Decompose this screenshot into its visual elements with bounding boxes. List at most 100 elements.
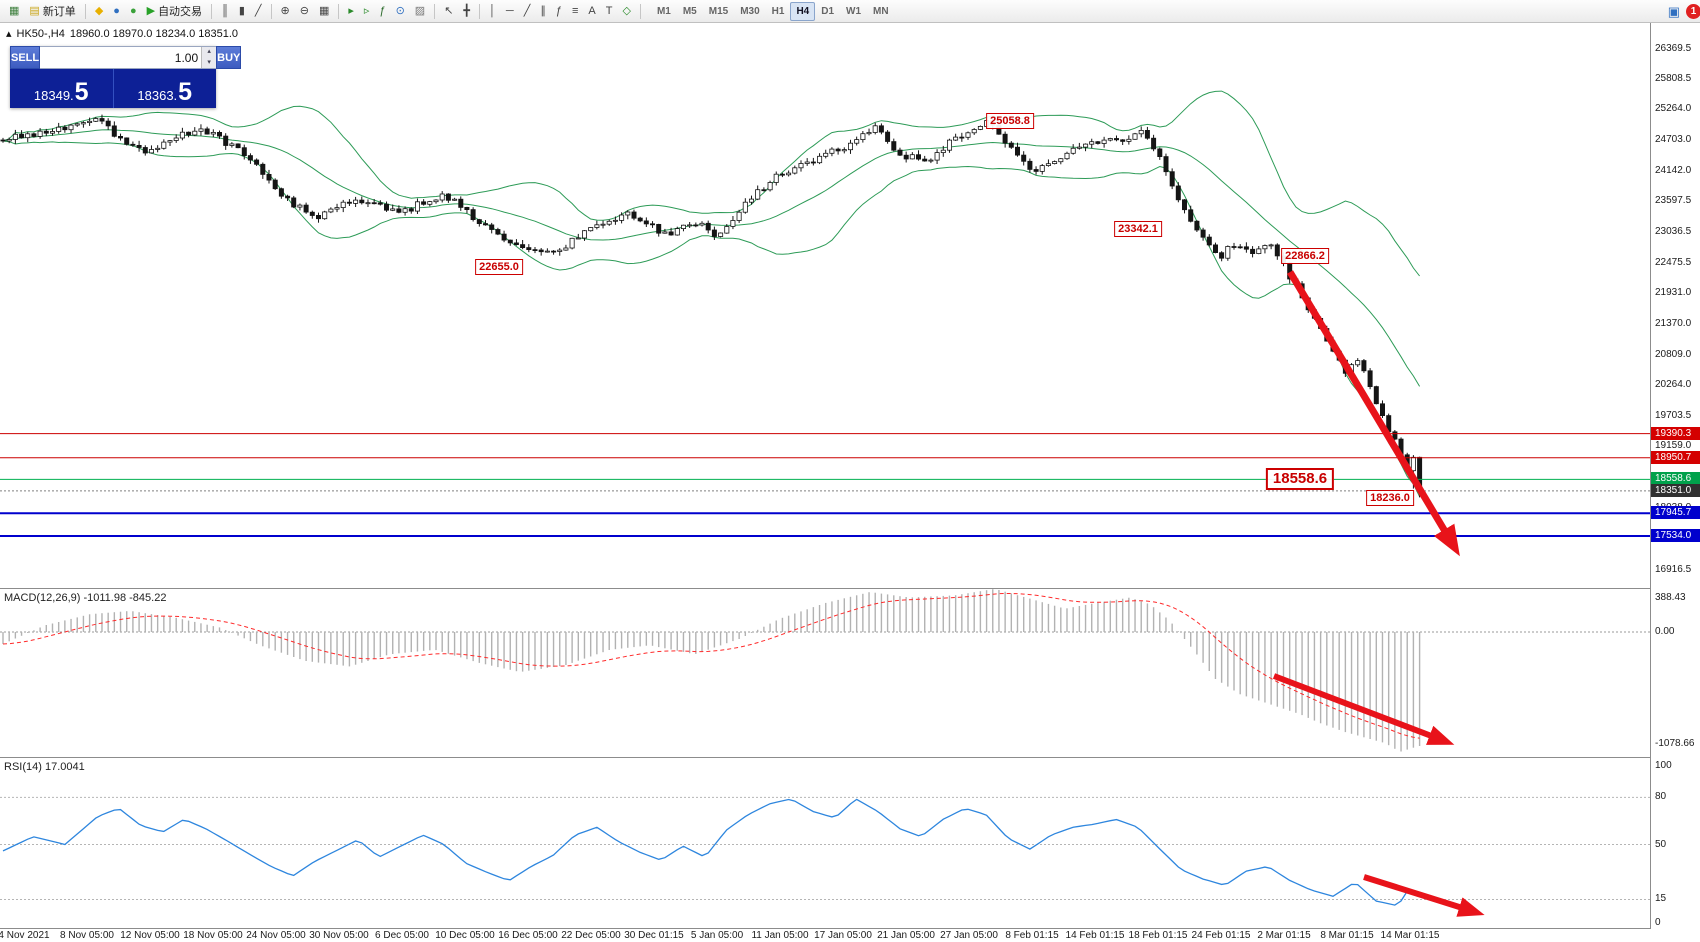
rsi-panel-canvas[interactable]: [0, 758, 1650, 929]
sell-price-button[interactable]: 18349. 5: [10, 69, 113, 108]
auto-trading-icon: ▶: [146, 4, 156, 17]
buy-price-pips: 5: [178, 78, 193, 106]
timeframe-m30[interactable]: M30: [740, 5, 760, 17]
timeframe-h1[interactable]: H1: [771, 5, 785, 17]
timeframe-mn[interactable]: MN: [873, 5, 889, 17]
zoom-in-button[interactable]: ⊕: [276, 1, 295, 21]
one-click-trading-panel: SELL ▴ ▾ BUY 18349.5 18363.5: [10, 46, 242, 108]
toolbar-separator: [84, 3, 86, 19]
time-axis-label: 22 Dec 05:00: [561, 930, 621, 941]
macd-axis-label: 0.00: [1655, 626, 1675, 637]
lot-decrease-button[interactable]: ▾: [202, 57, 217, 68]
text-label-icon: T: [605, 4, 613, 17]
new-chart-button[interactable]: ▦: [4, 1, 24, 21]
chart-shift-button[interactable]: ▹: [359, 1, 375, 21]
refresh-icon: ●: [129, 4, 137, 17]
auto-trading-button[interactable]: ▶ 自动交易: [142, 1, 207, 21]
auto-trading-button-label: 自动交易: [158, 6, 203, 18]
sell-price-pips: 5: [74, 78, 89, 106]
sell-button[interactable]: SELL: [10, 46, 41, 69]
time-axis-label: 11 Jan 05:00: [751, 930, 809, 941]
price-tag: 18351.0: [1651, 483, 1700, 497]
timeframe-h4[interactable]: H4: [790, 1, 816, 21]
timeframe-m15[interactable]: M15: [708, 5, 729, 17]
lot-size-field: ▴ ▾: [40, 46, 217, 69]
chart-symbol-title: ▴ HK50-,H4 18960.0 18970.0 18234.0 18351…: [6, 27, 238, 41]
vertical-line-button[interactable]: │: [484, 1, 501, 21]
price-axis-label: 22475.5: [1655, 257, 1692, 269]
time-axis-label: 6 Dec 05:00: [375, 930, 429, 941]
grid-button[interactable]: ≡: [567, 1, 583, 21]
time-axis-label: 4 Nov 2021: [0, 930, 50, 941]
fibonacci-icon: ƒ: [555, 4, 562, 17]
macd-panel-canvas[interactable]: [0, 589, 1650, 758]
timeframe-d1[interactable]: D1: [821, 5, 835, 17]
symbol-period: HK50-,H4: [16, 27, 65, 40]
new-order-button[interactable]: ▤ 新订单: [24, 1, 80, 21]
community-icon[interactable]: ▣: [1667, 3, 1680, 19]
arrows-tool-button[interactable]: ◇: [617, 1, 635, 21]
indicators-icon: ƒ: [379, 4, 386, 17]
new-order-button-label: 新订单: [42, 6, 76, 18]
timeframe-w1[interactable]: W1: [846, 5, 862, 17]
price-axis-label: 21931.0: [1655, 287, 1692, 299]
rsi-indicator-label: RSI(14) 17.0041: [4, 761, 85, 773]
price-chart-canvas[interactable]: [0, 22, 1650, 589]
time-axis-label: 21 Jan 05:00: [877, 930, 935, 941]
price-axis-label: 25264.0: [1655, 103, 1692, 115]
price-axis-label: 26369.5: [1655, 42, 1692, 54]
horizontal-line-button[interactable]: ─: [501, 1, 519, 21]
rsi-axis-label: 80: [1655, 791, 1667, 803]
time-axis-label: 14 Mar 01:15: [1380, 930, 1440, 941]
trendline-button[interactable]: ╱: [519, 1, 536, 21]
zoom-out-button[interactable]: ⊖: [295, 1, 314, 21]
market-watch-icon: ●: [113, 4, 120, 17]
tile-windows-icon: ▦: [318, 4, 330, 17]
price-tag: 18950.7: [1651, 450, 1700, 464]
period-button[interactable]: ⊙: [391, 1, 410, 21]
trade-panel-header: SELL ▴ ▾ BUY: [10, 46, 242, 69]
lot-increase-button[interactable]: ▴: [202, 47, 217, 58]
text-label-button[interactable]: T: [601, 1, 618, 21]
rsi-axis-label: 50: [1655, 838, 1667, 850]
macd-signal-line: [2, 593, 1420, 739]
indicators-button[interactable]: ƒ: [374, 1, 390, 21]
rsi-axis-label: 0: [1655, 917, 1661, 928]
text-button[interactable]: A: [583, 1, 600, 21]
refresh-button[interactable]: ●: [125, 1, 142, 21]
lot-size-input[interactable]: [40, 47, 202, 68]
time-axis-label: 8 Nov 05:00: [60, 930, 114, 941]
text-icon: A: [588, 4, 596, 17]
crosshair-button[interactable]: ╋: [458, 1, 475, 21]
metaquotes-icon: ◆: [94, 4, 104, 17]
toolbar-separator: [270, 3, 272, 19]
zoom-out-icon: ⊖: [299, 4, 309, 17]
metaquotes-button[interactable]: ◆: [90, 1, 108, 21]
templates-button[interactable]: ▨: [410, 1, 430, 21]
cursor-icon: ↖: [444, 4, 454, 17]
bar-chart-button[interactable]: ║: [216, 1, 234, 21]
rsi-axis-label: 15: [1655, 893, 1667, 905]
price-axis-label: 24703.0: [1655, 134, 1692, 146]
toolbar-separator: [479, 3, 481, 19]
macd-axis-label: -1078.66: [1655, 738, 1695, 749]
notification-badge[interactable]: 1: [1686, 3, 1700, 19]
fibonacci-button[interactable]: ƒ: [551, 1, 567, 21]
timeframe-m5[interactable]: M5: [682, 5, 697, 17]
cursor-button[interactable]: ↖: [439, 1, 458, 21]
buy-price-button[interactable]: 18363. 5: [112, 69, 216, 108]
new-order-icon: ▤: [29, 4, 40, 17]
auto-scroll-button[interactable]: ▸: [343, 1, 359, 21]
price-axis-label: 20809.0: [1655, 349, 1692, 361]
line-chart-button[interactable]: ╱: [250, 1, 267, 21]
price-axis-label: 19703.5: [1655, 410, 1692, 422]
candlestick-chart-button[interactable]: ▮: [234, 1, 250, 21]
arrows-tool-icon: ◇: [622, 4, 631, 17]
timeframe-m1[interactable]: M1: [656, 5, 671, 17]
tile-windows-button[interactable]: ▦: [314, 1, 334, 21]
equidistant-channel-button[interactable]: ∥: [535, 1, 551, 21]
buy-button[interactable]: BUY: [216, 46, 242, 69]
price-axis[interactable]: 26369.5 25808.5 25264.0 24703.0 24142.0 23597…: [1650, 22, 1700, 929]
time-axis[interactable]: 4 Nov 2021 8 Nov 05:00 12 Nov 05:00 18 Nov …: [0, 929, 1700, 942]
market-watch-button[interactable]: ●: [108, 1, 125, 21]
